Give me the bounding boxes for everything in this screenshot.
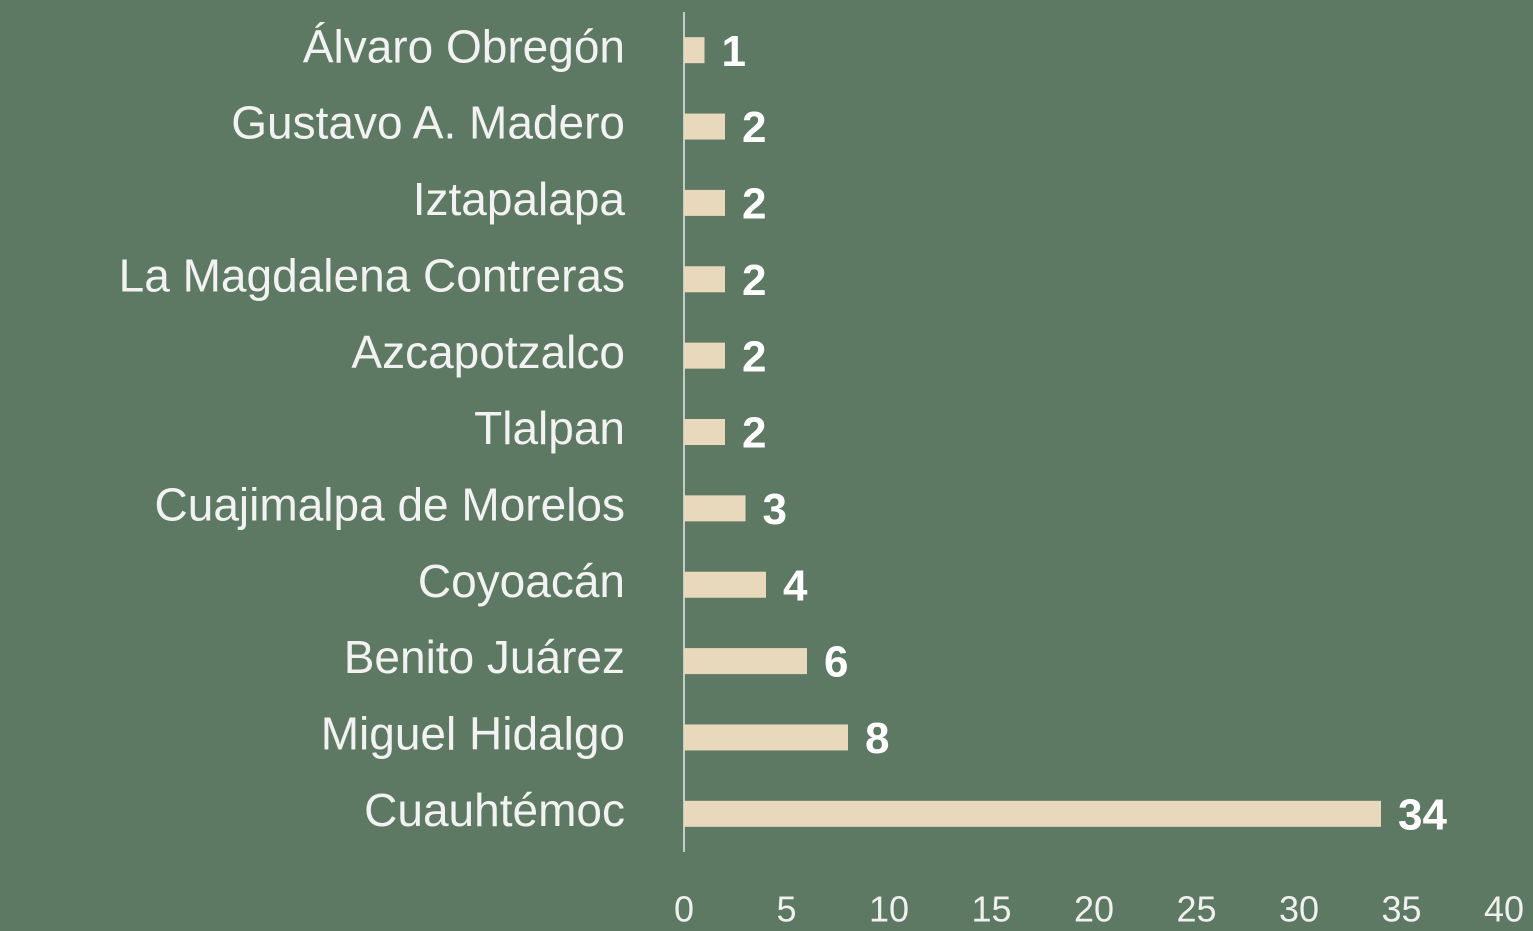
x-tick-label: 40 bbox=[1484, 889, 1524, 930]
x-tick-label: 10 bbox=[869, 889, 909, 930]
value-label: 34 bbox=[1398, 790, 1447, 839]
value-label: 6 bbox=[824, 638, 848, 687]
x-tick-label: 35 bbox=[1381, 889, 1421, 930]
bar bbox=[684, 648, 807, 675]
y-tick-label: Álvaro Obregón bbox=[303, 20, 625, 72]
value-label: 2 bbox=[742, 180, 766, 229]
value-label: 8 bbox=[865, 714, 889, 763]
x-tick-label: 20 bbox=[1074, 889, 1114, 930]
x-tick-label: 15 bbox=[971, 889, 1011, 930]
y-tick-label: Coyoacán bbox=[418, 555, 625, 607]
y-tick-label: Benito Juárez bbox=[344, 631, 625, 683]
bar bbox=[684, 800, 1381, 827]
y-tick-label: Gustavo A. Madero bbox=[231, 97, 625, 149]
x-tick-label: 0 bbox=[674, 889, 694, 930]
value-label: 3 bbox=[763, 485, 787, 534]
x-tick-label: 30 bbox=[1279, 889, 1319, 930]
value-label: 2 bbox=[742, 256, 766, 305]
value-label: 1 bbox=[722, 27, 746, 76]
bar bbox=[684, 113, 725, 140]
y-tick-label: Iztapalapa bbox=[413, 173, 626, 225]
bar bbox=[684, 342, 725, 369]
bar bbox=[684, 37, 705, 64]
value-label: 4 bbox=[783, 561, 808, 610]
y-tick-label: Miguel Hidalgo bbox=[321, 708, 625, 760]
bar bbox=[684, 571, 766, 598]
value-label: 2 bbox=[742, 409, 766, 458]
bar bbox=[684, 189, 725, 216]
bar bbox=[684, 724, 848, 751]
value-label: 2 bbox=[742, 332, 766, 381]
bar bbox=[684, 419, 725, 445]
y-tick-label: Cuajimalpa de Morelos bbox=[155, 479, 625, 531]
x-tick-label: 25 bbox=[1176, 889, 1216, 930]
value-label: 2 bbox=[742, 103, 766, 152]
y-tick-label: Tlalpan bbox=[474, 402, 625, 454]
x-tick-label: 5 bbox=[776, 889, 796, 930]
bar bbox=[684, 495, 746, 522]
y-tick-label: Azcapotzalco bbox=[351, 326, 625, 378]
bar bbox=[684, 266, 725, 293]
y-tick-label: La Magdalena Contreras bbox=[119, 249, 625, 301]
y-tick-label: Cuauhtémoc bbox=[364, 784, 625, 836]
